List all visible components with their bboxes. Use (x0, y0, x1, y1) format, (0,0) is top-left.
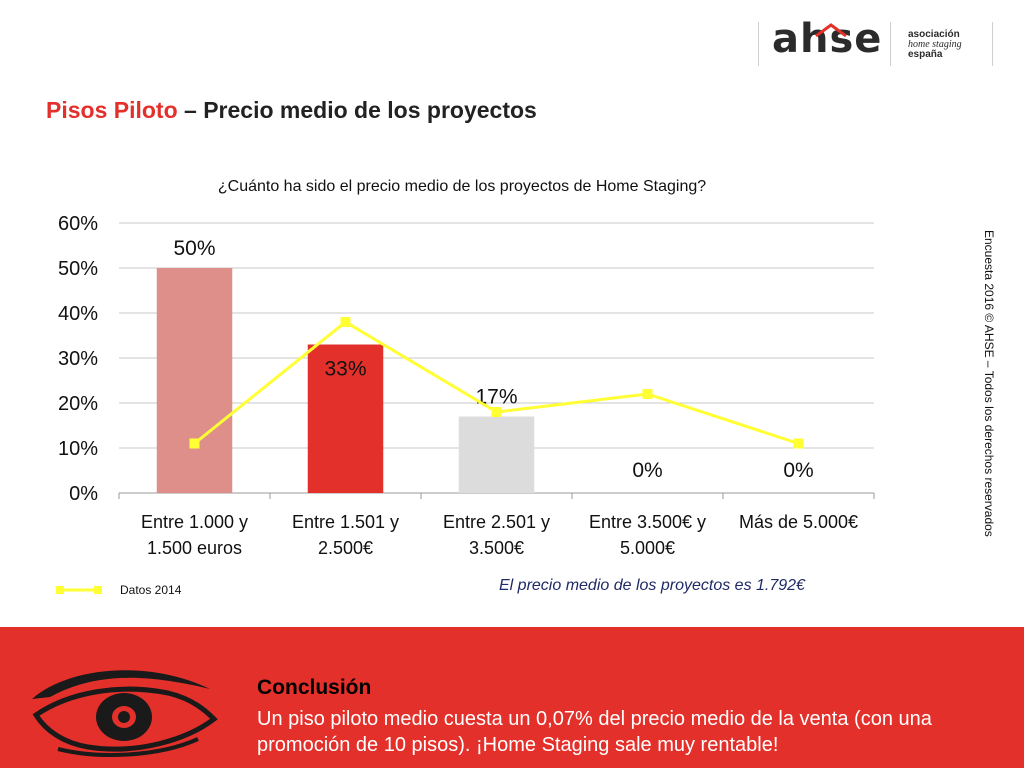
logo-roof-icon (815, 23, 847, 37)
line-point (340, 317, 351, 327)
x-category-label: Entre 2.501 y (443, 512, 550, 532)
line-point (189, 438, 200, 449)
conclusion-text: Un piso piloto medio cuesta un 0,07% del… (257, 708, 932, 756)
bar (307, 344, 384, 493)
y-tick-label: 30% (58, 348, 98, 370)
title-rest: – Precio medio de los proyectos (177, 97, 537, 123)
x-category-label: 1.500 euros (147, 538, 242, 558)
conclusion-heading: Conclusión (257, 676, 372, 699)
line-point (793, 438, 804, 449)
line-point (642, 389, 653, 399)
page-title: Pisos Piloto – Precio medio de los proye… (46, 97, 537, 124)
bar-data-label: 50% (173, 237, 215, 260)
bar (458, 416, 535, 493)
bar (156, 268, 233, 493)
x-category-label: Entre 3.500€ y (589, 512, 706, 532)
logo-association-text: asociación home staging españa (908, 30, 962, 60)
ahse-logo: ahse asociación home staging españa (758, 16, 994, 70)
x-category-label: Entre 1.501 y (292, 512, 399, 532)
x-category-label: 3.500€ (469, 538, 524, 558)
legend-line-marker (56, 586, 102, 594)
bar-data-label: 17% (475, 386, 517, 409)
chart-legend: Datos 2014 (54, 583, 181, 597)
y-tick-label: 20% (58, 393, 98, 415)
y-tick-label: 0% (69, 483, 98, 505)
title-accent: Pisos Piloto (46, 97, 178, 123)
y-tick-label: 60% (58, 213, 98, 235)
price-chart: 0% 10% 20% 30% 40% 50% 60% 50% 33% 17% 0% 0% Entre 1… (58, 213, 875, 558)
logo-word: ahse (772, 16, 883, 62)
bar-data-label: 0% (632, 459, 662, 482)
bar-data-label: 33% (324, 358, 366, 381)
y-tick-label: 10% (58, 438, 98, 460)
logo-line-1: asociación (908, 29, 960, 40)
x-category-label: 2.500€ (318, 538, 373, 558)
y-tick-label: 40% (58, 303, 98, 325)
legend-label: Datos 2014 (120, 583, 182, 597)
y-tick-label: 50% (58, 258, 98, 280)
x-category-label: 5.000€ (620, 538, 675, 558)
logo-divider-right (992, 22, 993, 66)
x-category-label: Más de 5.000€ (739, 512, 858, 532)
logo-line-2: home staging (908, 39, 962, 50)
average-price-note: El precio medio de los proyectos es 1.79… (499, 577, 805, 594)
x-category-label: Entre 1.000 y (141, 512, 248, 532)
copyright-vertical: Encuesta 2016 © AHSE – Todos los derecho… (982, 230, 996, 537)
eye-icon (32, 670, 218, 757)
bar-data-label: 0% (783, 459, 813, 482)
logo-divider-mid (890, 22, 891, 66)
conclusion-banner: Conclusión Un piso piloto medio cuesta u… (0, 627, 1024, 768)
line-point (491, 407, 502, 417)
logo-line-3: españa (908, 49, 943, 60)
chart-question: ¿Cuánto ha sido el precio medio de los p… (217, 178, 707, 195)
logo-divider-left (758, 22, 759, 66)
